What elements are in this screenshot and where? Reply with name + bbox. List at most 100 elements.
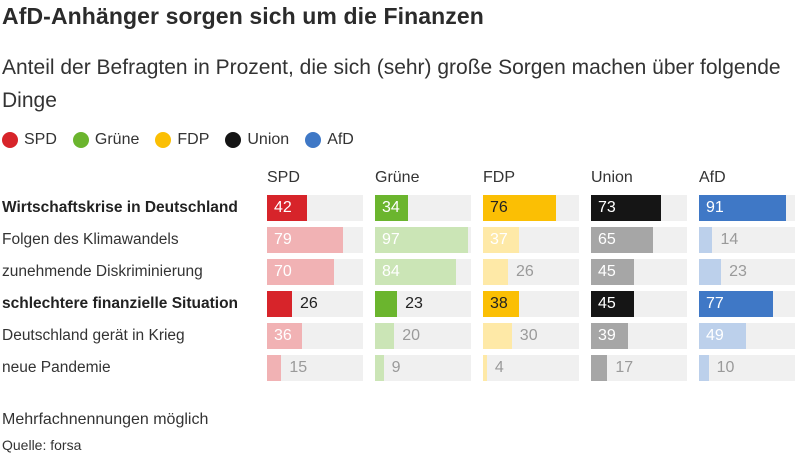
- value-label: 91: [706, 199, 724, 216]
- value-label: 84: [382, 263, 400, 280]
- value-label: 79: [274, 231, 292, 248]
- bar-track: 45: [591, 291, 687, 317]
- bar-track: 14: [699, 227, 795, 253]
- value-label: 26: [299, 295, 318, 312]
- bar-union-deutschland-gerat-in-krieg: [591, 323, 629, 349]
- bar-track: 39: [591, 323, 687, 349]
- legend-label-fdp: FDP: [177, 131, 210, 148]
- bar-spd-deutschland-gerat-in-krieg: [267, 323, 302, 349]
- value-label: 23: [405, 295, 423, 312]
- legend-label-spd: SPD: [24, 131, 57, 148]
- bar-union-schlechtere-finanzielle-situation: [591, 291, 635, 317]
- row-label-zunehmende-diskriminierung: zunehmende Diskriminierung: [2, 263, 203, 280]
- value-label: 45: [598, 295, 616, 312]
- bar-afd-schlechtere-finanzielle-situation: [699, 291, 773, 317]
- bar-afd-deutschland-gerat-in-krieg: [699, 323, 747, 349]
- bar-track: 79: [267, 227, 363, 253]
- bar-track: 36: [267, 323, 363, 349]
- bar-fdp-folgen-des-klimawandels: [483, 227, 519, 253]
- legend-swatch-gruene: [72, 132, 89, 148]
- bar-track: 34: [375, 195, 471, 221]
- row-label-wirtschaftskrise-in-deutschland: Wirtschaftskrise in Deutschland: [2, 199, 238, 216]
- footnote: Mehrfachnennungen möglich: [2, 411, 209, 428]
- value-label: 77: [706, 295, 724, 312]
- row-label-neue-pandemie: neue Pandemie: [2, 359, 111, 376]
- bar-fdp-wirtschaftskrise-in-deutschland: [483, 195, 556, 221]
- value-label: 17: [615, 359, 634, 376]
- bar-track: 30: [483, 323, 579, 349]
- value-label: 26: [515, 263, 534, 280]
- legend-swatch-fdp: [155, 132, 172, 148]
- bar-afd-neue-pandemie: [699, 355, 709, 381]
- bar-track: 42: [267, 195, 363, 221]
- bar-afd-folgen-des-klimawandels: [699, 227, 713, 253]
- bar-track: 37: [483, 227, 579, 253]
- legend-swatch-spd: [2, 132, 18, 148]
- value-label: 42: [274, 199, 292, 216]
- value-label: 73: [598, 199, 616, 216]
- bar-grune-zunehmende-diskriminierung: [375, 259, 456, 285]
- value-label: 37: [490, 231, 508, 248]
- value-label: 45: [598, 263, 616, 280]
- bar-fdp-neue-pandemie: [483, 355, 487, 381]
- bar-afd-wirtschaftskrise-in-deutschland: [699, 195, 787, 221]
- bar-spd-wirtschaftskrise-in-deutschland: [267, 195, 308, 221]
- bar-fdp-zunehmende-diskriminierung: [483, 259, 508, 285]
- legend-label-union: Union: [247, 131, 290, 148]
- bar-grune-wirtschaftskrise-in-deutschland: [375, 195, 408, 221]
- bar-track: 26: [267, 291, 363, 317]
- bar-track: 73: [591, 195, 687, 221]
- bar-track: 70: [267, 259, 363, 285]
- legend-item-gruene: Grüne: [72, 131, 140, 149]
- legend-label-gruene: Grüne: [94, 131, 140, 148]
- bar-track: 65: [591, 227, 687, 253]
- legend-item-union: Union: [225, 131, 289, 149]
- value-label: 65: [598, 231, 616, 248]
- bar-track: 23: [375, 291, 471, 317]
- bar-track: 45: [591, 259, 687, 285]
- bar-track: 9: [375, 355, 471, 381]
- value-label: 34: [382, 199, 400, 216]
- bar-track: 10: [699, 355, 795, 381]
- value-label: 36: [274, 327, 292, 344]
- column-header-fdp: FDP: [483, 169, 515, 186]
- column-header-union: Union: [591, 169, 633, 186]
- value-label: 70: [274, 263, 292, 280]
- legend-item-spd: SPD: [2, 131, 57, 149]
- bar-spd-folgen-des-klimawandels: [267, 227, 343, 253]
- legend-label-afd: AfD: [327, 131, 354, 148]
- value-label: 14: [720, 231, 739, 248]
- bar-track: 17: [591, 355, 687, 381]
- value-label: 10: [716, 359, 735, 376]
- bar-track: 77: [699, 291, 795, 317]
- bar-track: 15: [267, 355, 363, 381]
- bar-union-zunehmende-diskriminierung: [591, 259, 635, 285]
- bar-track: 91: [699, 195, 795, 221]
- value-label: 97: [382, 231, 400, 248]
- value-label: 39: [598, 327, 616, 344]
- bar-track: 76: [483, 195, 579, 221]
- bar-grune-schlechtere-finanzielle-situation: [375, 291, 398, 317]
- row-label-deutschland-gerat-in-krieg: Deutschland gerät in Krieg: [2, 327, 185, 344]
- bar-union-neue-pandemie: [591, 355, 608, 381]
- legend-swatch-afd: [305, 132, 322, 148]
- column-header-afd: AfD: [699, 169, 726, 186]
- value-label: 23: [729, 263, 747, 280]
- bar-union-wirtschaftskrise-in-deutschland: [591, 195, 662, 221]
- legend-item-fdp: FDP: [155, 131, 209, 149]
- bar-track: 20: [375, 323, 471, 349]
- bar-track: 26: [483, 259, 579, 285]
- row-label-schlechtere-finanzielle-situation: schlechtere finanzielle Situation: [2, 295, 239, 312]
- bar-fdp-schlechtere-finanzielle-situation: [483, 291, 520, 317]
- bar-afd-zunehmende-diskriminierung: [699, 259, 722, 285]
- bar-spd-neue-pandemie: [267, 355, 282, 381]
- bar-grune-neue-pandemie: [375, 355, 384, 381]
- value-label: 30: [519, 327, 538, 344]
- value-label: 15: [289, 359, 308, 376]
- chart-subtitle: Anteil der Befragten in Prozent, die sic…: [2, 56, 781, 112]
- bar-grune-folgen-des-klimawandels: [375, 227, 469, 253]
- value-label: 76: [490, 199, 508, 216]
- bar-track: 49: [699, 323, 795, 349]
- legend-swatch-union: [225, 132, 242, 148]
- bar-track: 38: [483, 291, 579, 317]
